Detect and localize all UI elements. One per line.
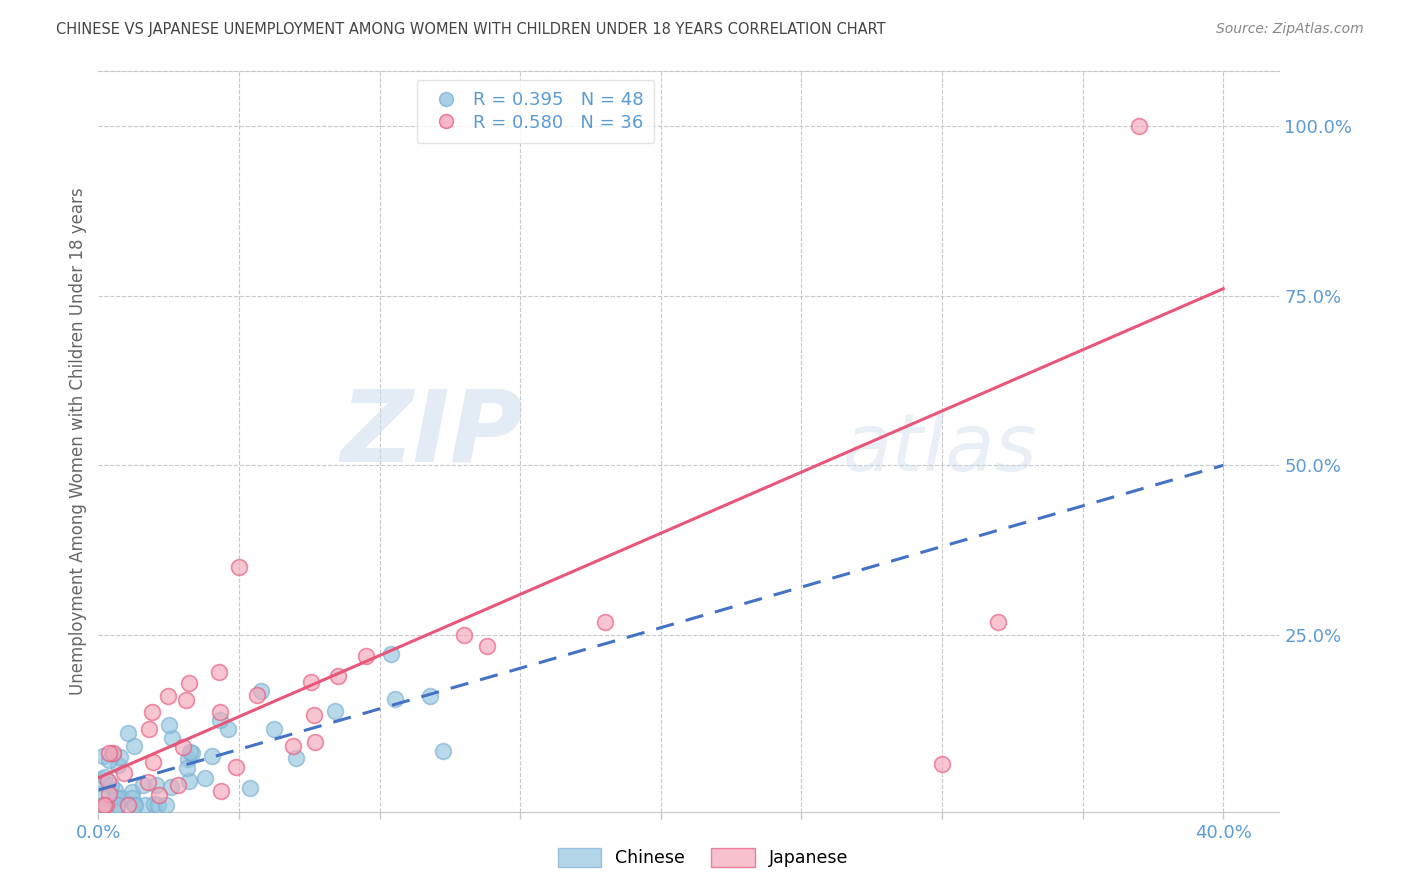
- Point: [97, 746, 120, 760]
- Point: [432, 744, 454, 758]
- Point: [174, 693, 197, 707]
- Point: [98, 787, 121, 801]
- Point: [100, 777, 122, 791]
- Text: Source: ZipAtlas.com: Source: ZipAtlas.com: [1216, 22, 1364, 37]
- Point: [117, 725, 139, 739]
- Point: [117, 797, 139, 812]
- Point: [384, 691, 406, 706]
- Point: [145, 778, 167, 792]
- Point: [166, 778, 188, 792]
- Point: [225, 760, 247, 774]
- Point: [281, 739, 304, 753]
- Point: [96, 797, 118, 812]
- Point: [104, 789, 127, 804]
- Point: [93, 797, 115, 812]
- Point: [177, 676, 200, 690]
- Point: [103, 747, 125, 761]
- Point: [285, 751, 308, 765]
- Point: [121, 790, 143, 805]
- Point: [160, 731, 183, 746]
- Point: [328, 668, 350, 682]
- Point: [246, 688, 269, 702]
- Point: [97, 754, 120, 768]
- Point: [593, 615, 616, 629]
- Point: [110, 750, 132, 764]
- Point: [90, 772, 112, 786]
- Point: [201, 748, 224, 763]
- Point: [209, 784, 232, 798]
- Point: [132, 778, 155, 792]
- Point: [304, 734, 326, 748]
- Point: [138, 722, 160, 736]
- Point: [122, 739, 145, 753]
- Y-axis label: Unemployment Among Women with Children Under 18 years: Unemployment Among Women with Children U…: [69, 187, 87, 696]
- Point: [299, 675, 322, 690]
- Point: [177, 773, 200, 788]
- Point: [217, 722, 239, 736]
- Point: [209, 705, 232, 719]
- Point: [122, 797, 145, 812]
- Point: [111, 790, 134, 805]
- Point: [148, 797, 170, 812]
- Point: [263, 723, 285, 737]
- Point: [453, 628, 475, 642]
- Point: [323, 704, 346, 718]
- Point: [302, 707, 325, 722]
- Point: [176, 761, 198, 775]
- Point: [148, 788, 170, 802]
- Point: [1128, 119, 1150, 133]
- Point: [931, 757, 953, 772]
- Point: [250, 684, 273, 698]
- Point: [194, 771, 217, 785]
- Point: [172, 739, 194, 754]
- Point: [208, 665, 231, 680]
- Point: [93, 797, 115, 812]
- Point: [143, 797, 166, 811]
- Point: [94, 770, 117, 784]
- Point: [136, 775, 159, 789]
- Point: [159, 717, 181, 731]
- Point: [91, 748, 114, 763]
- Point: [477, 640, 499, 654]
- Point: [121, 785, 143, 799]
- Text: atlas: atlas: [842, 410, 1038, 488]
- Point: [96, 774, 118, 789]
- Text: CHINESE VS JAPANESE UNEMPLOYMENT AMONG WOMEN WITH CHILDREN UNDER 18 YEARS CORREL: CHINESE VS JAPANESE UNEMPLOYMENT AMONG W…: [56, 22, 886, 37]
- Point: [419, 690, 441, 704]
- Point: [142, 755, 165, 769]
- Point: [354, 649, 377, 664]
- Point: [155, 797, 177, 812]
- Point: [90, 790, 112, 805]
- Point: [179, 745, 201, 759]
- Point: [101, 746, 124, 760]
- Point: [134, 797, 156, 812]
- Point: [987, 615, 1010, 629]
- Point: [380, 647, 402, 661]
- Point: [105, 797, 128, 812]
- Point: [107, 797, 129, 812]
- Point: [239, 781, 262, 796]
- Point: [180, 746, 202, 760]
- Point: [107, 757, 129, 772]
- Legend: Chinese, Japanese: Chinese, Japanese: [551, 841, 855, 874]
- Point: [124, 797, 146, 812]
- Point: [208, 714, 231, 728]
- Legend: R = 0.395   N = 48, R = 0.580   N = 36: R = 0.395 N = 48, R = 0.580 N = 36: [416, 80, 654, 143]
- Point: [112, 766, 135, 780]
- Point: [141, 705, 163, 719]
- Text: ZIP: ZIP: [340, 385, 523, 483]
- Point: [228, 560, 250, 574]
- Point: [157, 689, 180, 703]
- Point: [104, 783, 127, 797]
- Point: [177, 752, 200, 766]
- Point: [159, 780, 181, 795]
